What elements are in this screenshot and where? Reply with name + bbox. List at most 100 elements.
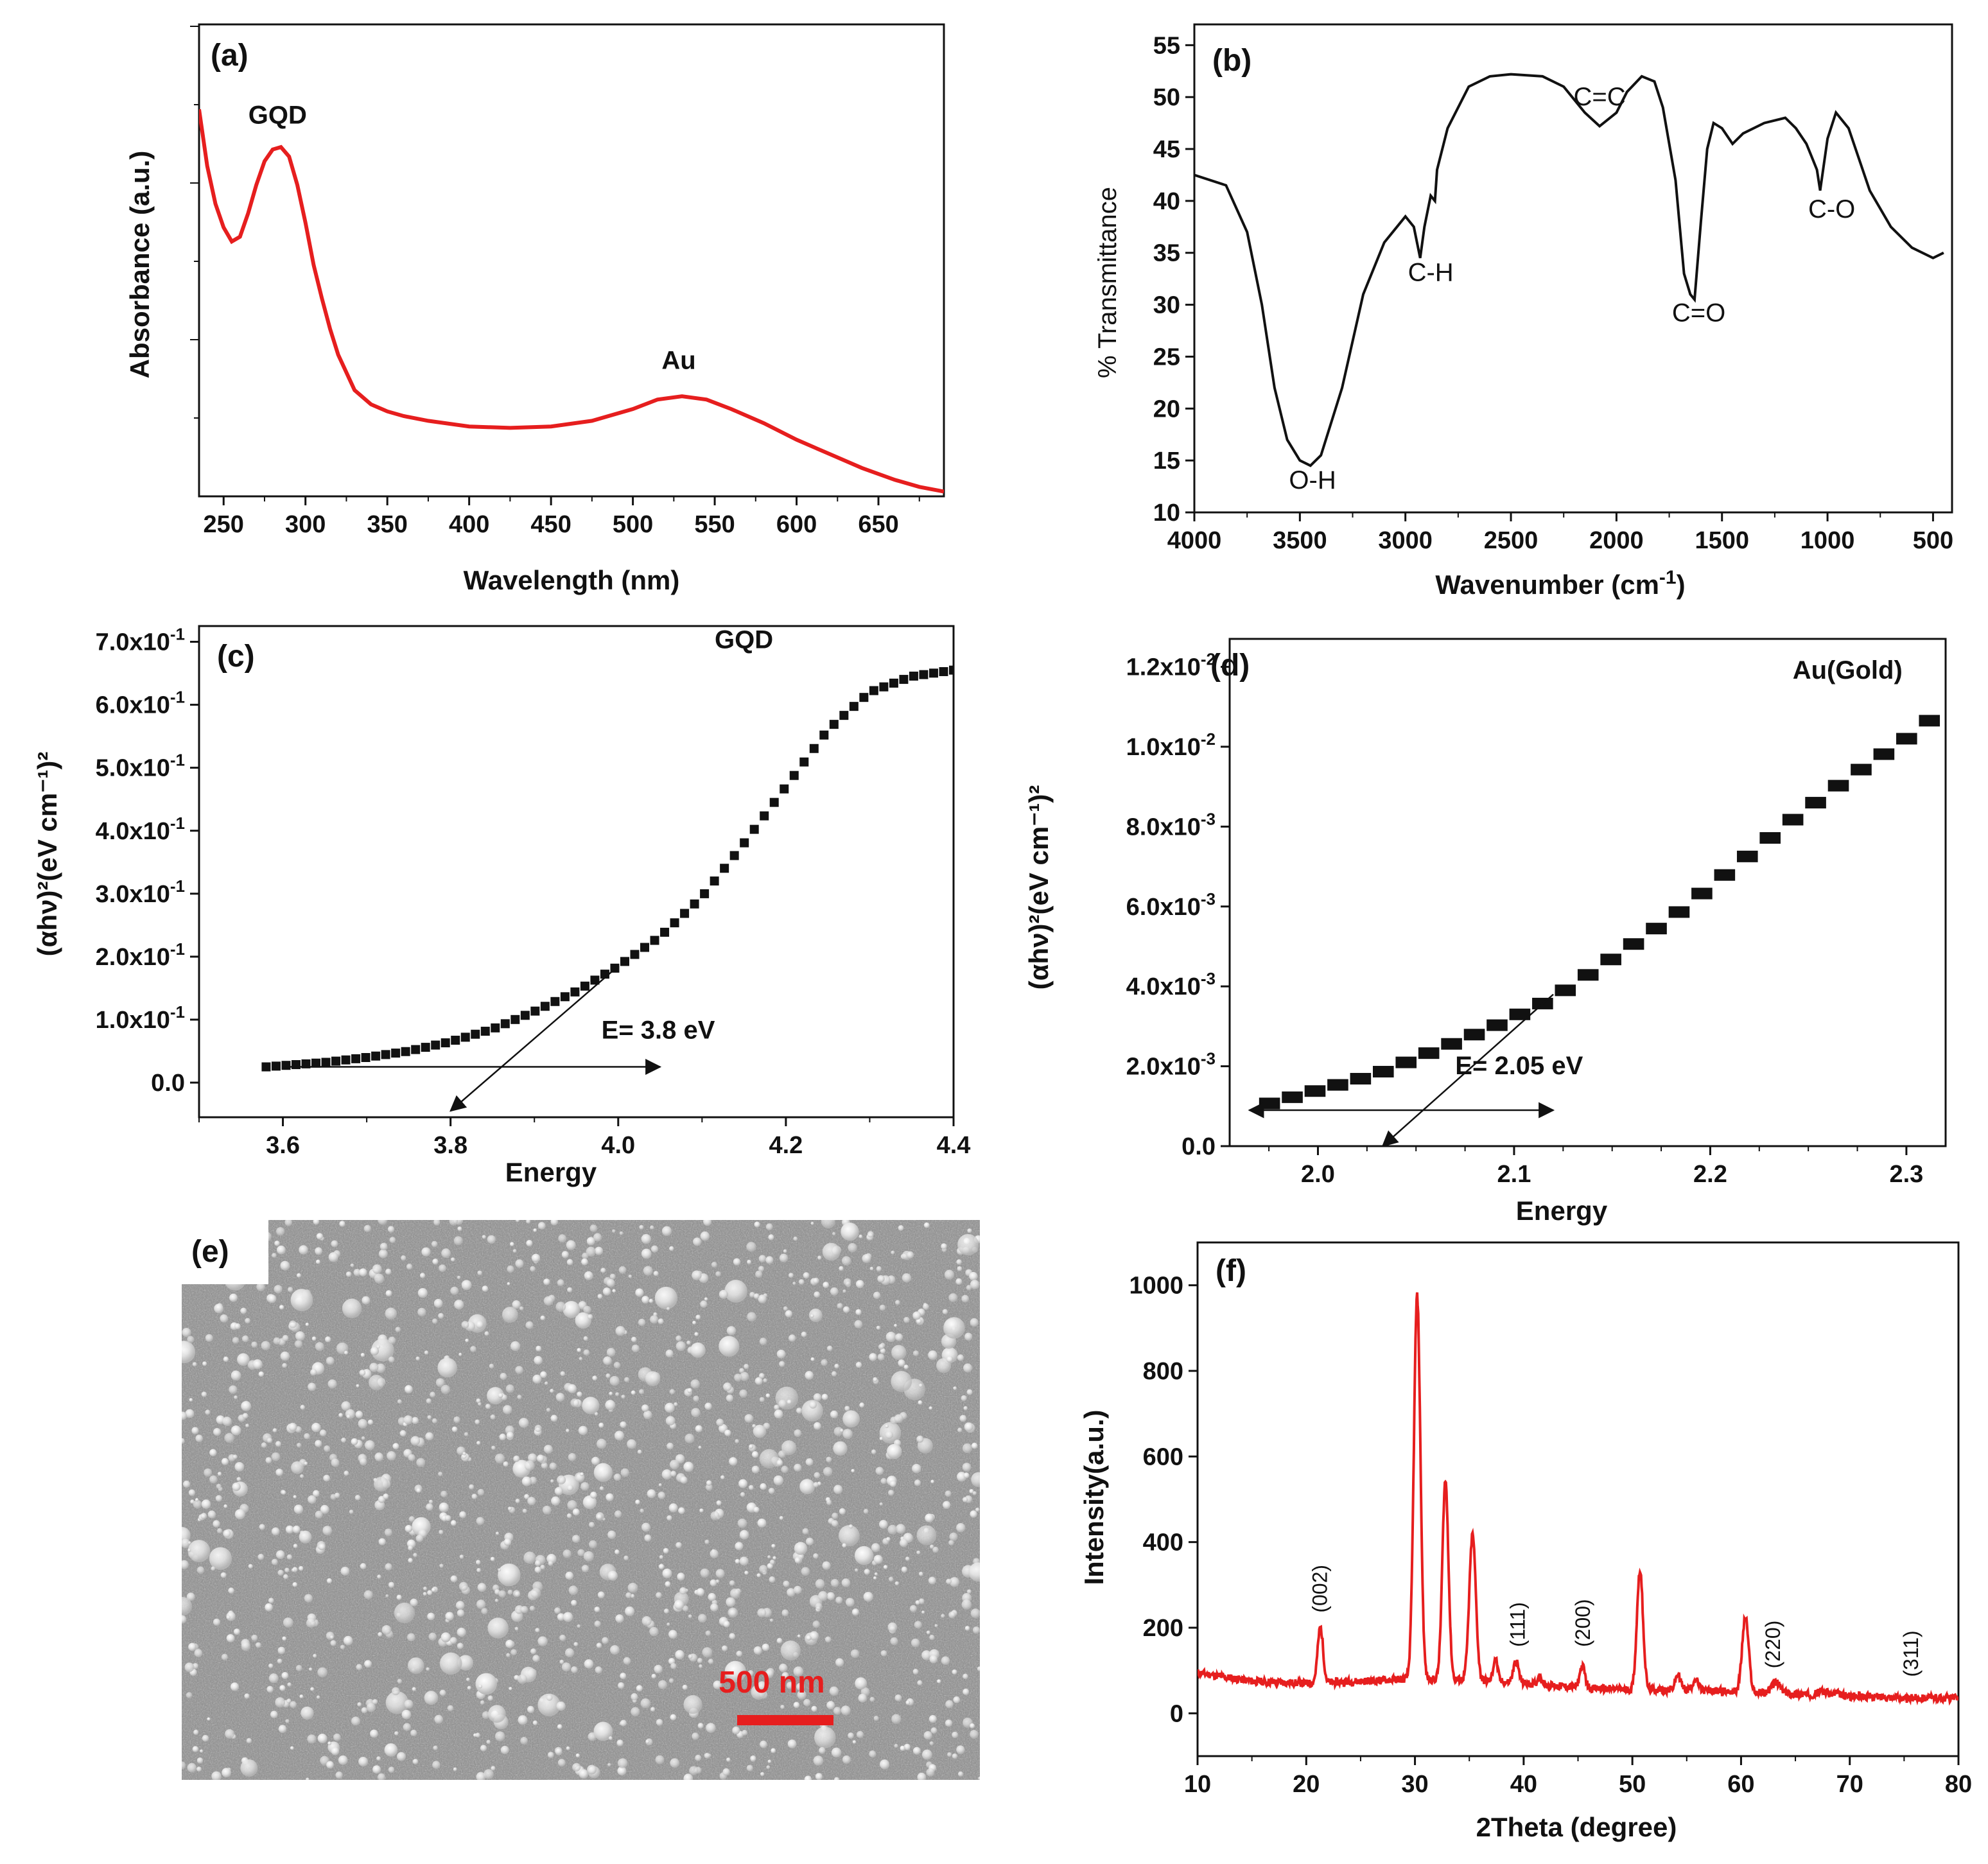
sem-particle xyxy=(378,1538,386,1546)
sem-particle xyxy=(891,1250,895,1255)
sem-particle xyxy=(953,1386,957,1390)
panel-c-point xyxy=(480,1027,490,1036)
sem-particle xyxy=(313,1653,317,1658)
sem-particle xyxy=(299,1245,308,1255)
panel-c-point xyxy=(819,730,829,740)
sem-particle xyxy=(231,1425,241,1436)
sem-particle xyxy=(327,1741,331,1745)
sem-particle xyxy=(963,1363,973,1373)
sem-particle xyxy=(598,1422,604,1428)
sem-particle xyxy=(848,1524,853,1529)
sem-particle xyxy=(220,1314,229,1323)
sem-particle xyxy=(593,1463,613,1482)
sem-particle xyxy=(507,1265,514,1273)
sem-particle xyxy=(659,1555,663,1560)
sem-particle xyxy=(449,1220,458,1226)
sem-particle xyxy=(894,1323,898,1327)
sem-particle xyxy=(797,1690,807,1700)
panel-c-point xyxy=(879,682,889,692)
sem-particle xyxy=(794,1429,802,1437)
sem-particle xyxy=(665,1416,676,1426)
plot-frame xyxy=(1228,638,1947,1147)
sem-particle xyxy=(490,1556,495,1562)
sem-particle xyxy=(670,1470,677,1477)
sem-particle xyxy=(859,1402,865,1408)
panel-f-x-tick-label: 40 xyxy=(1510,1771,1537,1798)
sem-particle xyxy=(457,1655,474,1671)
sem-particle xyxy=(354,1495,361,1501)
sem-particle xyxy=(724,1660,747,1683)
sem-particle xyxy=(926,1630,930,1635)
sem-particle xyxy=(693,1395,699,1402)
sem-particle xyxy=(293,1495,297,1499)
sem-particle xyxy=(879,1304,886,1311)
panel-b-annotation-cc: C=C xyxy=(1574,83,1626,111)
sem-particle xyxy=(747,1312,756,1322)
sem-particle xyxy=(571,1666,578,1673)
sem-particle xyxy=(313,1490,320,1497)
sem-particle xyxy=(531,1253,541,1263)
sem-particle xyxy=(703,1220,712,1226)
sem-particle xyxy=(888,1576,894,1582)
panel-b-y-tick-label: 10 xyxy=(1153,500,1180,527)
sem-particle xyxy=(963,1688,970,1695)
sem-particle xyxy=(325,1336,331,1343)
sem-particle xyxy=(433,1298,443,1308)
sem-particle xyxy=(941,1243,947,1250)
sem-particle xyxy=(855,1309,862,1316)
sem-particle xyxy=(735,1439,739,1443)
sem-particle xyxy=(813,1393,822,1402)
sem-particle xyxy=(848,1732,854,1739)
panel-e-label: (e) xyxy=(191,1235,229,1269)
sem-particle xyxy=(789,1334,796,1342)
panel-f-xlabel: 2Theta (degree) xyxy=(1476,1812,1677,1842)
sem-particle xyxy=(759,1565,768,1574)
sem-particle xyxy=(455,1601,465,1610)
sem-particle xyxy=(765,1256,774,1264)
sem-particle xyxy=(433,1745,438,1750)
panel-c-y-tick-label: 6.0x10-1 xyxy=(96,688,185,719)
sem-particle xyxy=(778,1399,787,1408)
sem-particle xyxy=(353,1269,361,1276)
panel-f-x-tick-label: 60 xyxy=(1727,1771,1754,1798)
sem-particle xyxy=(970,1318,979,1327)
panel-c-point xyxy=(411,1045,421,1054)
sem-scale-bar xyxy=(737,1715,833,1725)
panel-d-frame xyxy=(1228,638,1947,1147)
sem-particle xyxy=(760,1740,767,1748)
sem-particle xyxy=(597,1591,605,1599)
sem-particle xyxy=(413,1553,417,1558)
sem-particle xyxy=(771,1544,776,1548)
sem-particle xyxy=(581,1565,589,1572)
sem-particle xyxy=(215,1495,222,1502)
sem-particle xyxy=(817,1255,822,1260)
sem-particle xyxy=(187,1540,211,1562)
sem-particle xyxy=(187,1336,195,1343)
sem-particle xyxy=(880,1477,887,1485)
sem-particle xyxy=(527,1705,535,1713)
sem-particle xyxy=(475,1732,480,1738)
sem-particle xyxy=(903,1316,910,1323)
sem-particle xyxy=(830,1410,839,1418)
sem-particle xyxy=(577,1624,581,1628)
panel-c-frame xyxy=(198,625,955,1119)
panel-d-point xyxy=(1919,715,1940,727)
sem-particle xyxy=(669,1389,676,1395)
sem-particle xyxy=(706,1723,716,1733)
sem-particle xyxy=(961,1294,970,1303)
sem-particle xyxy=(454,1300,464,1310)
sem-particle xyxy=(639,1224,644,1230)
sem-particle xyxy=(530,1266,536,1272)
sem-particle xyxy=(781,1672,789,1679)
sem-particle xyxy=(408,1657,424,1674)
sem-particle xyxy=(855,1361,862,1368)
panel-c-point xyxy=(949,665,954,675)
panel-c-point xyxy=(421,1043,430,1052)
sem-particle xyxy=(609,1375,620,1386)
panel-c-point xyxy=(829,720,839,729)
sem-particle xyxy=(873,1576,877,1580)
sem-particle xyxy=(372,1699,378,1705)
sem-particle xyxy=(788,1273,794,1278)
sem-particle xyxy=(240,1759,258,1777)
